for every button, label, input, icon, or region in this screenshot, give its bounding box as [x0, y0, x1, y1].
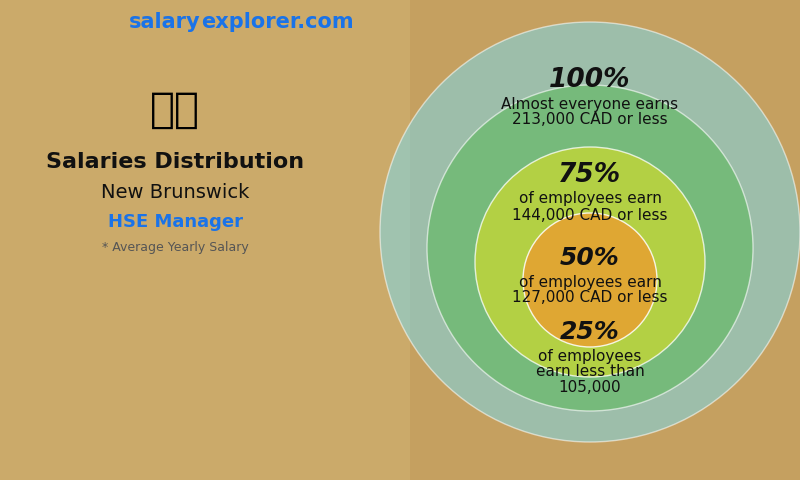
Text: of employees: of employees — [538, 348, 642, 363]
Text: salary: salary — [128, 12, 200, 32]
Text: 🇨🇦: 🇨🇦 — [150, 89, 200, 131]
Text: of employees earn: of employees earn — [518, 192, 662, 206]
Text: 105,000: 105,000 — [558, 381, 622, 396]
Text: HSE Manager: HSE Manager — [107, 213, 242, 231]
Text: earn less than: earn less than — [536, 364, 644, 380]
Text: 127,000 CAD or less: 127,000 CAD or less — [512, 290, 668, 305]
Text: explorer.com: explorer.com — [201, 12, 354, 32]
Text: 75%: 75% — [558, 162, 622, 188]
Circle shape — [475, 147, 705, 377]
Text: 25%: 25% — [560, 320, 620, 344]
Text: 100%: 100% — [550, 67, 630, 93]
Bar — [0, 0, 410, 480]
Text: 50%: 50% — [560, 246, 620, 270]
Text: Almost everyone earns: Almost everyone earns — [502, 96, 678, 111]
Text: New Brunswick: New Brunswick — [101, 182, 249, 202]
Text: * Average Yearly Salary: * Average Yearly Salary — [102, 241, 248, 254]
Text: 213,000 CAD or less: 213,000 CAD or less — [512, 112, 668, 128]
Circle shape — [523, 213, 657, 347]
Text: of employees earn: of employees earn — [518, 275, 662, 289]
Circle shape — [427, 85, 753, 411]
Text: Salaries Distribution: Salaries Distribution — [46, 152, 304, 172]
Text: 144,000 CAD or less: 144,000 CAD or less — [512, 207, 668, 223]
Circle shape — [380, 22, 800, 442]
